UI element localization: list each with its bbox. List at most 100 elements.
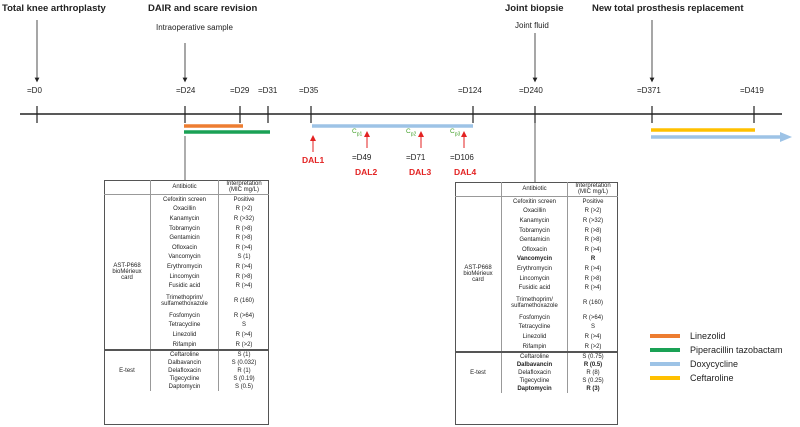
table-cell: Rifampin [522, 343, 547, 350]
legend-swatch [650, 362, 680, 366]
col-header-antibiotic: Antibiotic [522, 186, 547, 192]
table-cell: R (3) [567, 385, 618, 394]
table-cell: Gentamicin [169, 235, 200, 242]
table-cell: R (>2) [218, 204, 269, 215]
event-title: Joint biopsie [505, 3, 564, 14]
dal-label: DAL4 [454, 167, 477, 177]
table-cell: R (>4) [218, 262, 269, 272]
cp-label: Cp1 [352, 128, 363, 138]
table-cell: Fosfomycin [169, 312, 200, 319]
table-cell: R (>4) [567, 264, 618, 274]
group-label: E-test [104, 349, 151, 392]
day-label: =D71 [406, 153, 426, 162]
table-cell: R (>8) [218, 233, 269, 243]
day-label: =D35 [299, 86, 319, 95]
day-label: =D31 [258, 86, 278, 95]
dal-label: DAL2 [355, 167, 378, 177]
event-title: New total prosthesis replacement [592, 3, 744, 14]
table-cell: R (>8) [218, 223, 269, 234]
ast-table-d24: Antibiotic Interpretation (MIC mg/L) AST… [104, 180, 269, 392]
day-label: =D419 [740, 86, 764, 95]
legend-item: Linezolid [650, 331, 726, 341]
table-cell: Tigecycline [519, 378, 550, 385]
table-cell: Vancomycin [168, 254, 201, 261]
group-label: AST-P668 bioMérieux card [104, 194, 151, 351]
table-cell: Ofloxacin [171, 244, 197, 251]
table-cell: R (>8) [218, 271, 269, 282]
legend-item: Doxycycline [650, 359, 738, 369]
table-cell: S (0.5) [218, 383, 269, 392]
day-label: =D0 [27, 86, 42, 95]
table-cell: Trimethoprim/ sulfamethoxazole [511, 296, 558, 309]
table-cell: Gentamicin [519, 237, 550, 244]
table-cell: S (1) [218, 349, 269, 360]
table-cell: R (>32) [218, 214, 269, 224]
table-cell: Tobramycin [169, 225, 200, 232]
table-cell: Positive [567, 195, 618, 207]
table-cell: Delafloxacin [518, 370, 551, 377]
table-cell: S (0.25) [567, 377, 618, 386]
table-cell: Kanamycin [519, 217, 550, 224]
dal-label: DAL3 [409, 167, 432, 177]
day-label: =D124 [458, 86, 482, 95]
event-title: DAIR and scare revision [148, 3, 258, 14]
event-subtitle: Joint fluid [515, 21, 549, 30]
table-cell: S (1) [218, 252, 269, 263]
table-cell: S (0.032) [218, 359, 269, 368]
table-cell: Cefoxitin screen [501, 195, 568, 207]
table-cell: R (>32) [567, 216, 618, 226]
doxycycline-arrowhead [780, 132, 792, 142]
legend-swatch [650, 334, 680, 338]
table-cell: Vancomycin [516, 256, 552, 263]
table-cell: R (>64) [218, 310, 269, 321]
legend-item: Piperacillin tazobactam [650, 345, 783, 355]
table-cell: R (>4) [567, 332, 618, 342]
cp-label: Cp3 [450, 128, 461, 138]
col-header-interpretation: Interpretation (MIC mg/L) [567, 182, 618, 197]
day-label: =D29 [230, 86, 250, 95]
table-cell: R (>4) [567, 244, 618, 255]
table-cell: Erythromycin [166, 263, 202, 270]
table-cell: Tetracycline [518, 324, 551, 331]
table-cell: Oxacillin [173, 206, 196, 213]
legend-swatch [650, 376, 680, 380]
table-cell: R (>2) [218, 339, 269, 351]
table-cell: R (>64) [567, 312, 618, 323]
table-cell: S [218, 320, 269, 331]
table-cell: R (>4) [218, 242, 269, 253]
legend-label: Ceftaroline [690, 373, 734, 383]
event-title: Total knee arthroplasty [2, 3, 106, 14]
table-cell: R (1) [218, 367, 269, 376]
table-cell: Tigecycline [169, 376, 200, 383]
day-label: =D240 [519, 86, 543, 95]
day-label: =D371 [637, 86, 661, 95]
table-cell: R (>2) [567, 206, 618, 217]
table-cell: Delafloxacin [168, 368, 201, 375]
table-cell: Fusidic acid [168, 283, 201, 290]
day-label: =D49 [352, 153, 372, 162]
table-cell: Ceftaroline [150, 349, 219, 360]
table-cell: Lincomycin [169, 273, 200, 280]
dal-label: DAL1 [302, 155, 325, 165]
table-cell: R (>8) [567, 273, 618, 284]
table-cell: R (0.5) [567, 361, 618, 370]
col-header-antibiotic: Antibiotic [172, 184, 197, 190]
table-cell: R (>8) [567, 225, 618, 236]
table-cell: Daptomycin [168, 384, 201, 391]
group-label: E-test [455, 351, 502, 394]
table-cell: Daptomycin [517, 386, 552, 393]
table-cell: R (>4) [218, 281, 269, 291]
ast-table-d240: Antibiotic Interpretation (MIC mg/L) AST… [455, 182, 618, 394]
table-cell: Fosfomycin [519, 314, 550, 321]
table-cell: R (>4) [218, 330, 269, 340]
table-cell: Ofloxacin [521, 246, 547, 253]
table-cell: Ceftaroline [501, 351, 568, 362]
table-cell: Erythromycin [516, 265, 552, 272]
table-cell: Linezolid [522, 333, 547, 340]
table-cell: Dalbavancin [167, 360, 202, 367]
table-cell: R [567, 254, 618, 265]
table-cell: Dalbavancin [516, 362, 553, 369]
table-cell: S (0.75) [567, 351, 618, 362]
